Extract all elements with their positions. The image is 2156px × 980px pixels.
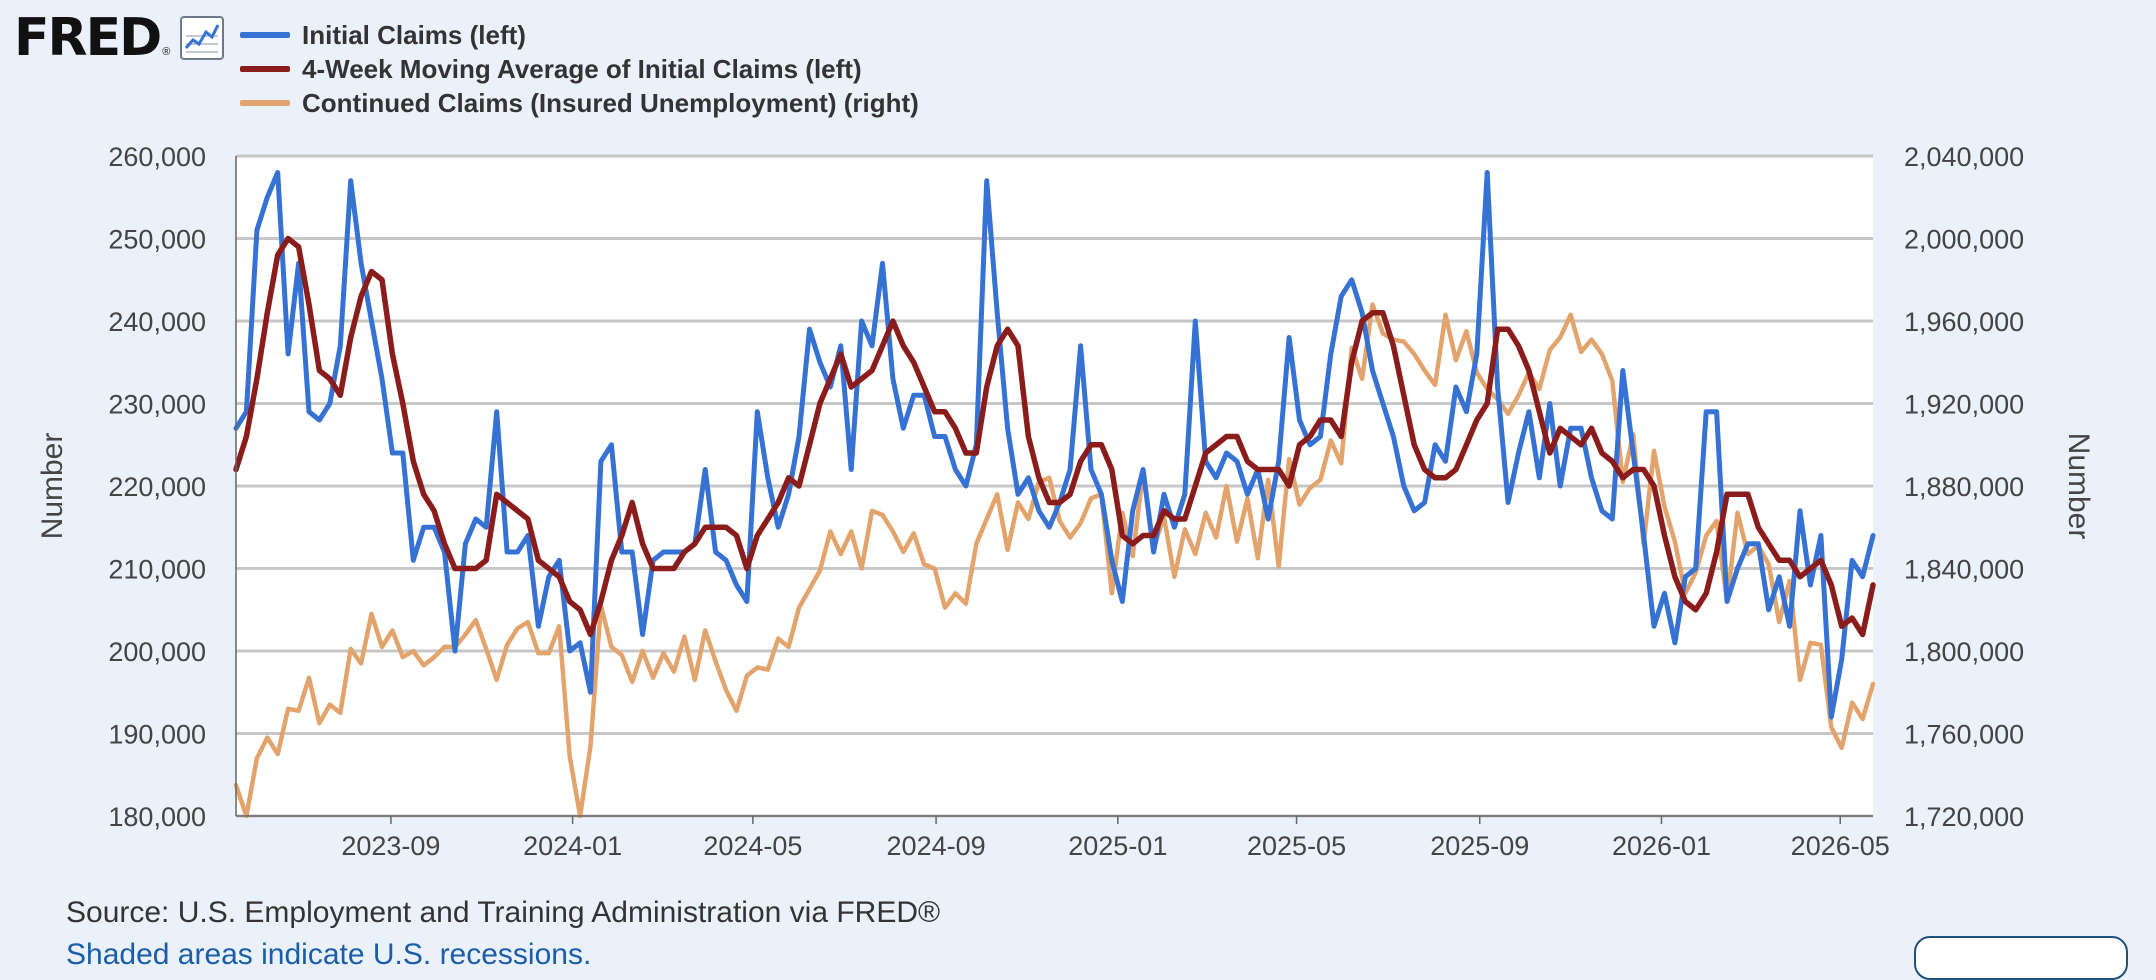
y-right-tick-label: 1,960,000 <box>1904 307 2024 337</box>
continued-claims-line[interactable] <box>233 302 1876 819</box>
y-right-tick-label: 1,800,000 <box>1904 637 2024 667</box>
chart-legend: Initial Claims (left) 4-Week Moving Aver… <box>240 18 919 120</box>
legend-item-moving-average[interactable]: 4-Week Moving Average of Initial Claims … <box>240 52 919 86</box>
y-left-tick-label: 230,000 <box>108 390 206 420</box>
x-tick-label: 2023-09 <box>341 831 440 861</box>
recessions-note-link[interactable]: Shaded areas indicate U.S. recessions. <box>66 938 592 971</box>
moving-average-line[interactable] <box>233 235 1876 638</box>
y-right-tick-label: 1,880,000 <box>1904 472 2024 502</box>
x-tick-label: 2025-01 <box>1068 831 1167 861</box>
y-right-tick-label: 1,760,000 <box>1904 720 2024 750</box>
y-right-tick-label: 1,920,000 <box>1904 390 2024 420</box>
series-lines <box>233 170 1876 819</box>
line-chart-icon[interactable] <box>180 16 225 60</box>
x-tick-label: 2024-05 <box>703 831 802 861</box>
y-left-tick-label: 260,000 <box>108 142 206 172</box>
y-left-tick-label: 250,000 <box>108 225 206 255</box>
y-axis-right-title: Number <box>2062 433 2095 540</box>
fred-logo-text: FRED <box>14 8 162 68</box>
x-tick-label: 2026-01 <box>1612 831 1711 861</box>
x-tick-label: 2025-09 <box>1430 831 1529 861</box>
legend-label-initial-claims: Initial Claims (left) <box>302 19 526 50</box>
y-right-tick-label: 1,720,000 <box>1904 802 2024 832</box>
axes: 180,000 1,720,000 190,000 1,760,000 200,000 1… <box>108 142 2024 861</box>
y-axis-left-title: Number <box>36 433 69 540</box>
y-left-tick-label: 210,000 <box>108 555 206 585</box>
y-left-tick-label: 220,000 <box>108 472 206 502</box>
legend-label-continued-claims: Continued Claims (Insured Unemployment) … <box>302 87 919 118</box>
y-left-tick-label: 190,000 <box>108 720 206 750</box>
y-right-tick-label: 1,840,000 <box>1904 555 2024 585</box>
x-tick-label: 2024-09 <box>887 831 986 861</box>
y-right-tick-label: 2,040,000 <box>1904 142 2024 172</box>
legend-swatch-continued-claims <box>240 100 290 106</box>
legend-item-continued-claims[interactable]: Continued Claims (Insured Unemployment) … <box>240 86 919 120</box>
chart: 180,000 1,720,000 190,000 1,760,000 200,000 1… <box>36 142 2095 861</box>
legend-label-moving-average: 4-Week Moving Average of Initial Claims … <box>302 53 862 84</box>
x-tick-label: 2024-01 <box>523 831 622 861</box>
source-note: Source: U.S. Employment and Training Adm… <box>66 896 941 929</box>
fred-logo-registered-mark: ® <box>162 46 171 58</box>
y-right-tick-label: 2,000,000 <box>1904 225 2024 255</box>
x-tick-label: 2025-05 <box>1247 831 1346 861</box>
y-left-tick-label: 200,000 <box>108 637 206 667</box>
action-button[interactable] <box>1914 936 2128 980</box>
initial-claims-line[interactable] <box>233 170 1876 720</box>
fred-logo[interactable]: FRED ® <box>14 8 225 68</box>
x-tick-label: 2026-05 <box>1791 831 1890 861</box>
legend-swatch-moving-average <box>240 66 290 72</box>
y-left-tick-label: 240,000 <box>108 307 206 337</box>
y-left-tick-label: 180,000 <box>108 802 206 832</box>
legend-item-initial-claims[interactable]: Initial Claims (left) <box>240 18 919 52</box>
legend-swatch-initial-claims <box>240 32 290 38</box>
